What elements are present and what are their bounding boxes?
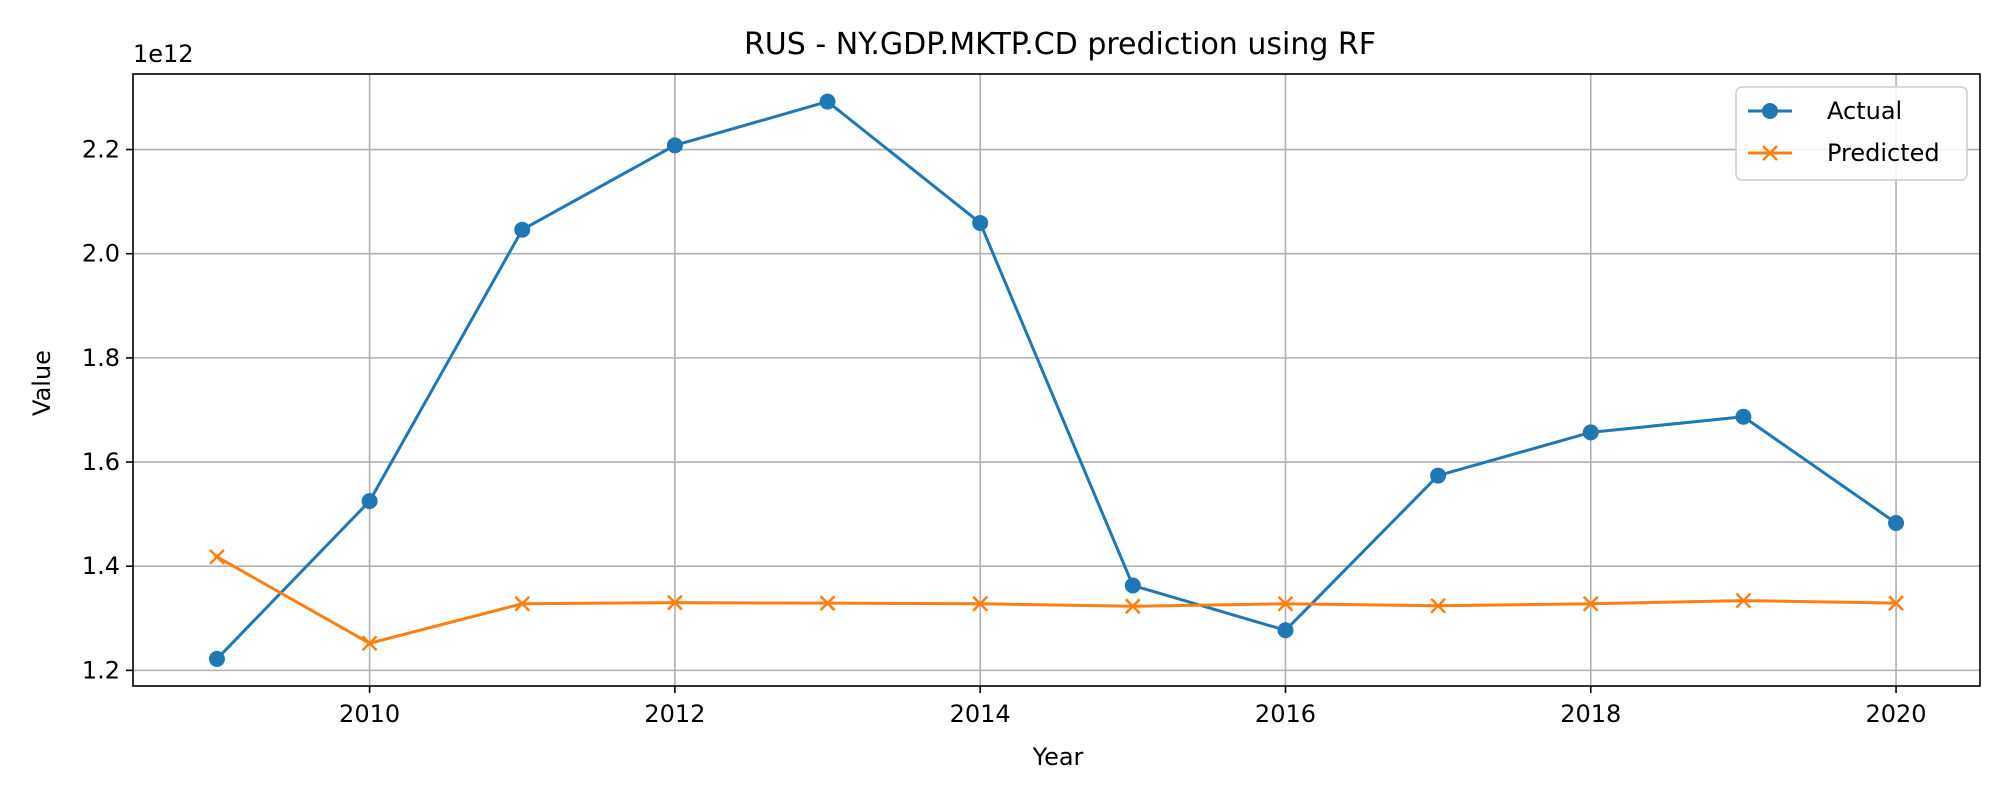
data-point-predicted [209,548,225,565]
y-offset-label: 1e12 [133,40,194,68]
x-tick-label: 2018 [1560,700,1621,728]
data-point-predicted [972,595,989,612]
data-point-predicted [1582,595,1599,612]
data-point-actual [1735,408,1752,425]
data-point-actual [1888,514,1905,531]
plot-frame [132,73,1981,687]
data-point-predicted [1430,597,1446,614]
series-line-actual [215,100,1897,660]
legend: Actual Predicted [1735,86,1968,181]
data-point-predicted [1277,595,1294,612]
y-tick-label: 1.6 [82,448,120,476]
legend-marker-actual [1762,103,1778,119]
grid [133,74,1980,686]
data-point-actual [1582,424,1599,441]
x-tick-label: 2012 [644,700,705,728]
series-line-predicted [216,555,1897,645]
series-actual [208,93,1905,667]
data-point-actual [666,137,683,154]
x-tick-label: 2014 [950,700,1011,728]
data-point-predicted [667,594,683,611]
x-axis: 2010 2012 2014 2016 2018 2020 [339,686,1927,728]
data-point-actual [972,214,989,231]
data-point-actual [819,93,836,110]
x-tick-label: 2016 [1255,700,1316,728]
data-point-actual [1277,622,1294,639]
data-point-actual [1124,577,1141,594]
data-point-predicted [1888,595,1904,612]
y-axis-title: Value [28,350,56,416]
data-point-predicted [819,595,836,612]
data-point-actual [208,650,225,667]
x-axis-title: Year [1032,743,1084,771]
data-point-predicted [1124,598,1141,615]
data-point-predicted [514,595,531,612]
series-layer [208,93,1905,667]
y-tick-label: 1.2 [82,656,120,684]
data-point-actual [361,493,378,510]
chart-title: RUS - NY.GDP.MKTP.CD prediction using RF [744,27,1376,62]
y-tick-label: 1.4 [82,552,120,580]
y-axis: 1.2 1.4 1.6 1.8 2.0 2.2 [82,136,133,684]
x-tick-label: 2010 [339,700,400,728]
data-point-actual [1430,467,1447,484]
series-predicted [209,548,1904,652]
data-point-predicted [1735,592,1752,609]
data-point-actual [514,221,531,238]
y-tick-label: 1.8 [82,344,120,372]
legend-label-predicted: Predicted [1827,139,1940,167]
legend-marker-predicted [1762,145,1778,161]
legend-label-actual: Actual [1827,97,1902,125]
x-tick-label: 2020 [1866,700,1927,728]
y-tick-label: 2.2 [82,136,120,164]
y-tick-label: 2.0 [82,240,120,268]
legend-box [1735,86,1968,181]
data-point-predicted [361,635,378,652]
